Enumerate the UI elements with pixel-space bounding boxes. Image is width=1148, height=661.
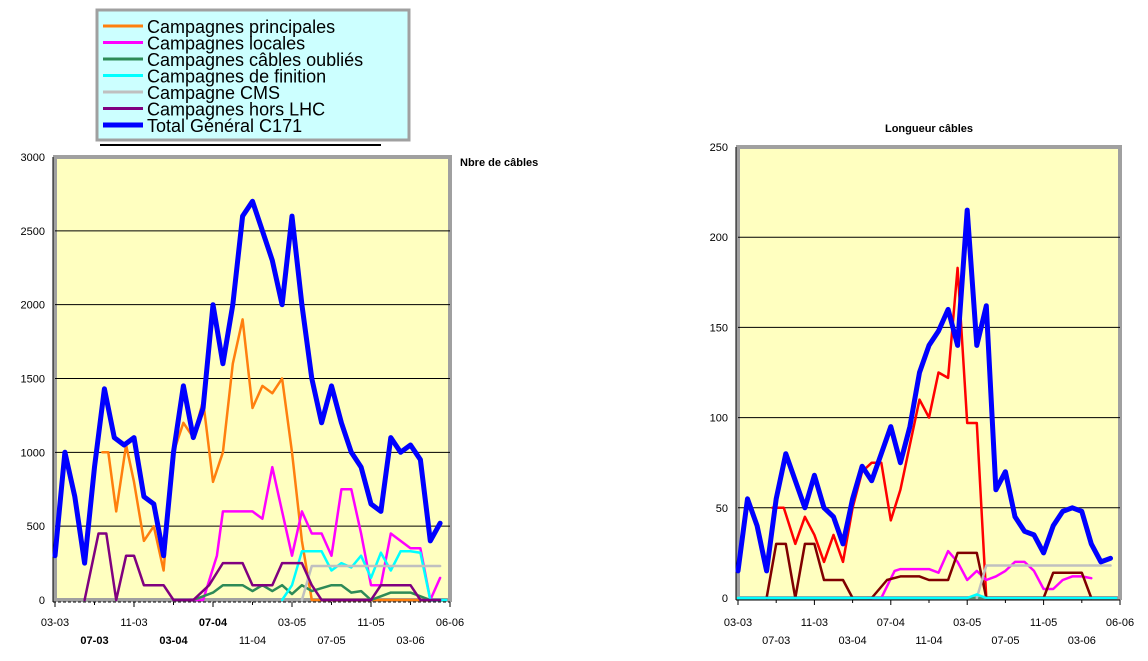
y-tick-label: 150 [710, 322, 728, 334]
x-tick-label: 03-05 [278, 617, 306, 629]
left-y-axis-label: Nbre de câbles [460, 157, 538, 169]
x-tick-label: 07-05 [991, 635, 1019, 647]
series-line [866, 549, 1093, 600]
x-tick-label: 03-04 [159, 635, 188, 647]
legend-label: Campagnes principales [147, 17, 335, 37]
x-tick-label: 03-03 [41, 617, 69, 629]
x-tick-label: 11-03 [801, 617, 828, 629]
x-tick-label: 03-03 [724, 617, 752, 629]
legend-label: Campagnes locales [147, 34, 305, 54]
y-tick-label: 2000 [21, 300, 45, 312]
y-tick-label: 0 [39, 595, 45, 607]
series-line [300, 564, 442, 602]
y-tick-label: 250 [710, 142, 728, 154]
legend-label: Campagnes câbles oubliés [147, 50, 363, 70]
legend-label: Campagne CMS [147, 83, 280, 103]
y-tick-label: 500 [27, 521, 45, 533]
y-tick-label: 2500 [21, 226, 45, 238]
x-tick-label: 07-04 [199, 617, 228, 629]
y-tick-label: 1000 [21, 447, 45, 459]
x-tick-label: 06-06 [436, 617, 464, 629]
y-tick-label: 1500 [21, 374, 45, 386]
plot-area [736, 145, 1122, 600]
series-line [101, 318, 448, 602]
series-line [52, 198, 443, 566]
y-tick-label: 200 [710, 232, 728, 244]
legend-box [95, 8, 411, 142]
series-line [736, 593, 1118, 600]
x-tick-label: 03-06 [396, 635, 424, 647]
x-tick-label: 11-05 [1030, 617, 1057, 629]
x-tick-label: 11-03 [120, 617, 147, 629]
series-line [83, 532, 442, 602]
x-tick-label: 07-04 [877, 617, 905, 629]
x-tick-label: 11-04 [915, 635, 942, 647]
y-tick-label: 100 [710, 413, 728, 425]
x-tick-label: 11-04 [239, 635, 266, 647]
y-tick-label: 50 [716, 503, 728, 515]
series-line [192, 583, 448, 602]
x-tick-label: 03-04 [839, 635, 867, 647]
x-tick-label: 06-06 [1106, 617, 1134, 629]
right-chart-title: Longueur câbles [885, 123, 973, 135]
legend-label: Campagnes de finition [147, 67, 326, 87]
series-line [188, 465, 442, 602]
x-tick-label: 03-06 [1068, 635, 1096, 647]
series-line [735, 207, 1113, 574]
x-tick-label: 07-03 [762, 635, 790, 647]
x-tick-label: 07-03 [80, 635, 108, 647]
x-tick-label: 03-05 [953, 617, 981, 629]
right-chart: Longueur câbles 0 50 100 150 200 250 03-03 11-0… [710, 123, 1134, 647]
y-tick-label: 0 [722, 593, 728, 605]
legend-label: Campagnes hors LHC [147, 100, 325, 120]
x-tick-label: 11-05 [357, 617, 384, 629]
series-line [975, 564, 1112, 600]
y-tick-label: 3000 [21, 152, 45, 164]
x-tick-label: 07-05 [317, 635, 345, 647]
left-chart: Nbre de câbles 0 500 1000 1500 2000 2500 3000 0… [21, 152, 539, 647]
legend-label: Total Général C171 [147, 116, 302, 136]
